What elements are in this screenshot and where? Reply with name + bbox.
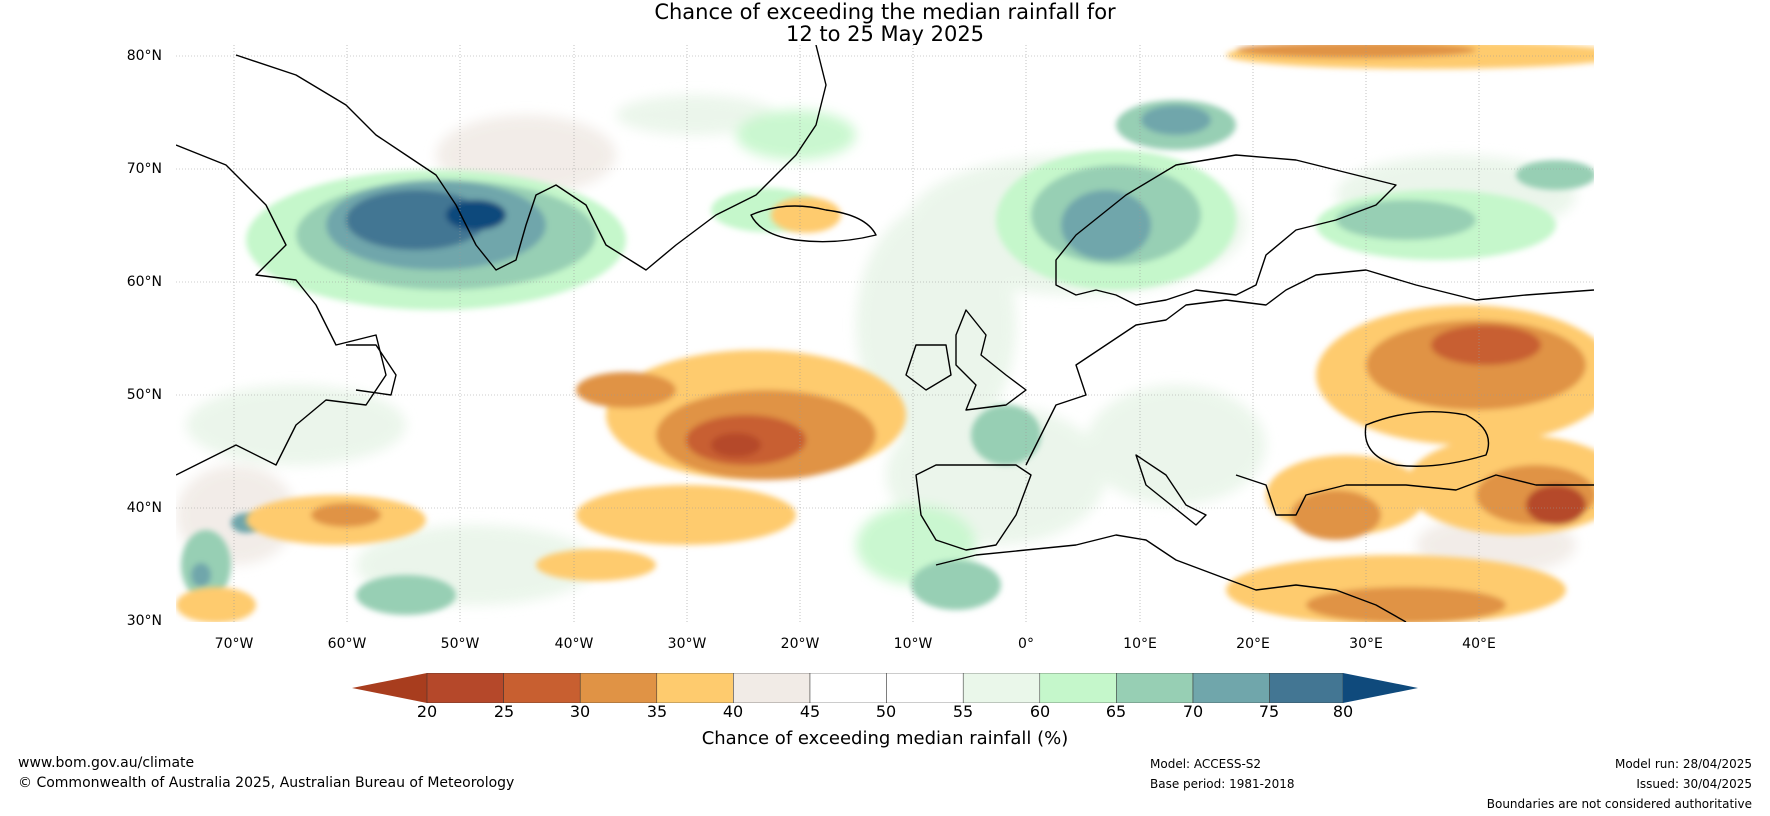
colorbar-low-arrow: [352, 673, 427, 703]
norway-coast: [1055, 154, 1397, 306]
footer-copyright: © Commonwealth of Australia 2025, Austra…: [18, 775, 515, 791]
great-britain-coast: [955, 309, 1027, 411]
labrador-coast: [346, 344, 397, 396]
colorbar-tick-20: 20: [416, 702, 438, 721]
north-africa-coast: [935, 534, 1407, 622]
footer-base-period: Base period: 1981-2018: [1150, 777, 1295, 791]
lon-label-30e: 30°E: [1349, 636, 1383, 652]
lon-label-60w: 60°W: [327, 636, 367, 652]
lon-label-50w: 50°W: [440, 636, 480, 652]
colorbar-bin-75-80: [1269, 673, 1344, 703]
map-title-line2: 12 to 25 May 2025: [785, 22, 985, 46]
colorbar-tick-70: 70: [1182, 702, 1204, 721]
colorbar-tick-55: 55: [952, 702, 974, 721]
colorbar-bin-60-65: [1039, 673, 1117, 703]
colorbar-tick-75: 75: [1258, 702, 1280, 721]
lon-label-20e: 20°E: [1236, 636, 1270, 652]
map-title-line1: Chance of exceeding the median rainfall …: [654, 0, 1116, 24]
colorbar-bin-50-55: [886, 673, 964, 703]
ireland-coast: [905, 344, 952, 391]
lon-label-10e: 10°E: [1123, 636, 1157, 652]
italy-coast: [1135, 454, 1207, 526]
lon-label-10w: 10°W: [893, 636, 933, 652]
greenland-coast: [235, 45, 827, 271]
colorbar-tick-65: 65: [1105, 702, 1127, 721]
footer-disclaimer: Boundaries are not considered authoritat…: [1486, 797, 1752, 811]
colorbar-tick-30: 30: [569, 702, 591, 721]
canada-coast: [176, 144, 387, 476]
lon-label-30w: 30°W: [667, 636, 707, 652]
colorbar-bin-20-25: [426, 673, 504, 703]
lat-label-50n: 50°N: [126, 387, 162, 403]
europe-coast: [1025, 269, 1594, 466]
coastlines: [176, 45, 1594, 622]
lat-label-70n: 70°N: [126, 161, 162, 177]
lon-label-40e: 40°E: [1462, 636, 1496, 652]
lat-label-30n: 30°N: [126, 613, 162, 629]
lon-label-70w: 70°W: [214, 636, 254, 652]
colorbar-tick-60: 60: [1029, 702, 1051, 721]
colorbar-label: Chance of exceeding median rainfall (%): [701, 728, 1069, 749]
dry-anomalies: [176, 45, 1594, 622]
colorbar-tick-25: 25: [493, 702, 515, 721]
graticule: [176, 45, 1594, 622]
colorbar-bin-70-75: [1192, 673, 1270, 703]
colorbar-tick-50: 50: [875, 702, 897, 721]
iberia-coast: [915, 464, 1032, 551]
lon-label-0: 0°: [1018, 636, 1034, 652]
footer-issued: Issued: 30/04/2025: [1636, 777, 1752, 791]
rainfall-map: [176, 45, 1594, 622]
colorbar-high-arrow: [1343, 673, 1418, 703]
lat-label-40n: 40°N: [126, 500, 162, 516]
colorbar-tick-45: 45: [799, 702, 821, 721]
colorbar-bin-65-70: [1116, 673, 1194, 703]
colorbar: [352, 673, 1418, 703]
colorbar-tick-35: 35: [646, 702, 668, 721]
lat-label-80n: 80°N: [126, 48, 162, 64]
balkans-turkey-coast: [1235, 474, 1594, 516]
black-sea-coast: [1364, 410, 1490, 467]
colorbar-bin-35-40: [656, 673, 734, 703]
colorbar-bin-45-50: [809, 673, 887, 703]
lat-label-60n: 60°N: [126, 274, 162, 290]
colorbar-bin-55-60: [962, 673, 1041, 703]
wet-anomalies: [181, 100, 1594, 615]
colorbar-tick-40: 40: [722, 702, 744, 721]
colorbar-bin-40-45: [733, 673, 811, 703]
lon-label-40w: 40°W: [554, 636, 594, 652]
footer-website: www.bom.gov.au/climate: [18, 755, 195, 771]
colorbar-bin-25-30: [503, 673, 581, 703]
colorbar-bin-30-35: [579, 673, 658, 703]
footer-model-run: Model run: 28/04/2025: [1614, 757, 1752, 771]
footer-model: Model: ACCESS-S2: [1150, 757, 1262, 771]
iceland-coast: [750, 205, 877, 243]
colorbar-tick-80: 80: [1332, 702, 1354, 721]
lon-label-20w: 20°W: [780, 636, 820, 652]
